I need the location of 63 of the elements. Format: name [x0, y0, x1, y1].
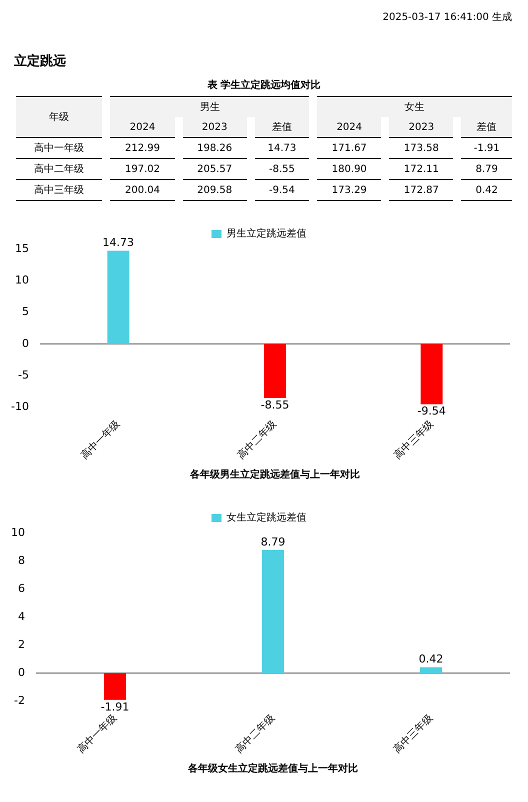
chart-title: 表 学生立定跳远均值对比 [206, 78, 322, 92]
y-tick-label: 2 [18, 638, 25, 651]
y-tick-label: 高中三年级 [16, 180, 102, 201]
y-axis-title: 年级 [16, 96, 102, 138]
data-label: 212.99 [110, 138, 175, 159]
data-label: 200.04 [110, 180, 175, 201]
data-label: -9.54 [417, 404, 446, 418]
data-label: -1.91 [461, 138, 512, 159]
data-label: 209.58 [182, 180, 247, 201]
y-tick-label: 高中一年级 [16, 138, 102, 159]
data-label: -8.55 [254, 159, 310, 180]
text: 2025-03-17 16:41:00 生成 [382, 10, 513, 24]
data-label: 172.11 [389, 159, 454, 180]
data-label: 197.02 [110, 159, 175, 180]
data-label: 173.58 [389, 138, 454, 159]
x-tick-label: 高中三年级 [392, 418, 436, 462]
x-tick-label: 2023 [182, 117, 247, 138]
data-label: -8.55 [260, 398, 290, 412]
y-tick-label: 6 [18, 582, 25, 595]
x-tick-label: 高中二年级 [235, 418, 279, 462]
y-tick-label: 4 [18, 610, 25, 623]
data-label: 173.29 [317, 180, 382, 201]
text: 女生 [317, 96, 512, 117]
data-label: 171.67 [317, 138, 382, 159]
y-tick-label: 8 [18, 554, 25, 567]
y-tick-label: 10 [14, 273, 29, 286]
x-tick-label: 高中二年级 [233, 712, 277, 756]
x-axis-title: 各年级女生立定跳远差值与上一年对比 [187, 762, 358, 775]
text: 立定跳远 [14, 52, 67, 70]
y-tick-label: 0 [22, 336, 29, 350]
data-label: 8.79 [461, 159, 512, 180]
legend-label: 女生立定跳远差值 [226, 512, 306, 524]
bar [420, 667, 442, 674]
x-tick-label: 2023 [389, 117, 454, 138]
text: 男生 [110, 96, 310, 117]
y-tick-label: -10 [11, 400, 29, 414]
bar [104, 673, 126, 700]
y-tick-label: 0 [18, 666, 25, 679]
x-axis-title: 各年级男生立定跳远差值与上一年对比 [188, 468, 360, 481]
data-label: -9.54 [254, 180, 310, 201]
x-tick-label: 2024 [317, 117, 382, 138]
bar [262, 550, 284, 674]
data-label: 180.90 [317, 159, 382, 180]
data-label: -1.91 [100, 700, 130, 714]
y-tick-label: -5 [18, 368, 29, 382]
y-tick-label: 15 [14, 242, 29, 255]
y-tick-label: -2 [14, 694, 25, 708]
y-tick-label: 高中二年级 [16, 159, 102, 180]
x-tick-label: 2024 [110, 117, 175, 138]
data-label: 0.42 [418, 652, 444, 666]
y-tick-label: 10 [10, 526, 25, 539]
data-label: 14.73 [102, 236, 134, 250]
x-tick-label: 差值 [461, 117, 512, 138]
y-tick-label: 5 [22, 305, 29, 318]
data-label: 8.79 [260, 535, 286, 548]
data-label: 172.87 [389, 180, 454, 201]
data-label: 0.42 [461, 180, 512, 201]
x-tick-label: 差值 [254, 117, 310, 138]
x-tick-label: 高中三年级 [391, 712, 435, 756]
data-label: 198.26 [182, 138, 247, 159]
data-label: 205.57 [182, 159, 247, 180]
data-label: 14.73 [254, 138, 310, 159]
legend-label: 男生立定跳远差值 [226, 228, 306, 240]
